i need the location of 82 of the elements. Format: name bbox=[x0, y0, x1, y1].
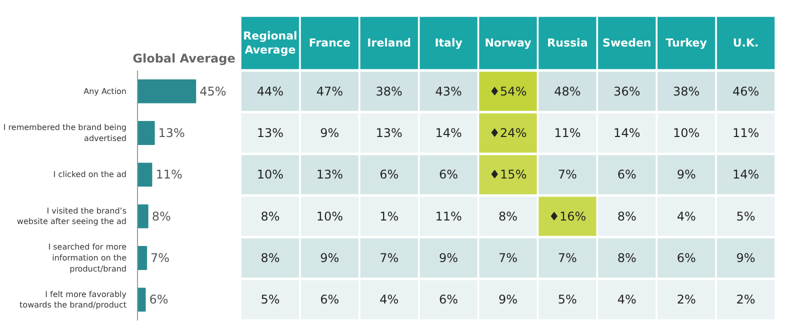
data-label: 48% bbox=[554, 84, 581, 98]
data-label: 4% bbox=[380, 292, 399, 307]
data-label: 8% bbox=[152, 209, 171, 224]
data-label: 1% bbox=[380, 209, 399, 224]
data-label: 7% bbox=[558, 168, 577, 182]
y-tick-label: I remembered the brand being advertised bbox=[3, 123, 127, 143]
data-label: 7% bbox=[380, 251, 399, 265]
x-tick-label: Regional Average bbox=[243, 29, 298, 57]
data-label: 47% bbox=[316, 84, 344, 98]
x-tick-label: Italy bbox=[434, 36, 462, 50]
data-label: 10% bbox=[672, 126, 700, 140]
data-label: 45% bbox=[200, 84, 226, 98]
data-label: 38% bbox=[376, 84, 402, 98]
data-label: 6% bbox=[439, 168, 458, 182]
data-label: 11% bbox=[554, 126, 581, 140]
data-label: 43% bbox=[435, 84, 462, 98]
data-label: 9% bbox=[736, 251, 756, 265]
data-label: 8% bbox=[260, 209, 280, 224]
data-label: 4% bbox=[676, 209, 696, 224]
data-label: 7% bbox=[150, 251, 170, 265]
data-label: 8% bbox=[260, 251, 280, 265]
data-label: 10% bbox=[256, 168, 284, 182]
data-label: 8% bbox=[617, 209, 636, 224]
data-label: 4% bbox=[617, 292, 636, 307]
data-label: 7% bbox=[498, 251, 518, 265]
x-tick-label: Norway bbox=[484, 36, 532, 50]
x-tick-label: France bbox=[308, 36, 350, 50]
x-tick-label: Russia bbox=[547, 36, 588, 50]
data-label: ♦16% bbox=[548, 209, 586, 224]
data-label: 14% bbox=[732, 168, 760, 182]
data-label: 5% bbox=[260, 292, 280, 307]
x-tick-label: Sweden bbox=[602, 36, 652, 50]
data-label: 5% bbox=[736, 209, 756, 224]
chart-title: Global Average bbox=[132, 52, 236, 66]
bar bbox=[138, 121, 155, 145]
data-label: 14% bbox=[435, 126, 462, 140]
y-tick-label: I felt more favorably towards the brand/product bbox=[20, 290, 127, 310]
data-label: 14% bbox=[614, 126, 640, 140]
data-label: 2% bbox=[676, 292, 696, 307]
data-label: 10% bbox=[316, 209, 344, 224]
data-label: 13% bbox=[376, 126, 402, 140]
data-label: 11% bbox=[732, 126, 760, 140]
y-tick-label: I clicked on the ad bbox=[53, 170, 127, 180]
data-label: ♦54% bbox=[489, 84, 527, 98]
data-label: 9% bbox=[439, 251, 458, 265]
data-label: 46% bbox=[732, 84, 760, 98]
data-label: 6% bbox=[149, 292, 168, 307]
bar bbox=[138, 162, 152, 187]
data-label: 13% bbox=[256, 126, 284, 140]
data-label: 9% bbox=[320, 126, 340, 140]
data-label: 6% bbox=[320, 292, 340, 307]
data-label: 6% bbox=[676, 251, 696, 265]
data-label: 6% bbox=[380, 168, 399, 182]
data-label: 9% bbox=[676, 168, 696, 182]
data-label: 6% bbox=[439, 292, 458, 307]
data-label: 13% bbox=[158, 126, 185, 140]
x-tick-label: Turkey bbox=[666, 36, 707, 50]
data-label: 13% bbox=[316, 168, 344, 182]
data-label: 9% bbox=[320, 251, 340, 265]
data-label: 8% bbox=[617, 251, 636, 265]
data-label: 9% bbox=[498, 292, 518, 307]
data-label: ♦15% bbox=[489, 168, 527, 182]
data-label: 11% bbox=[156, 168, 182, 182]
data-label: 36% bbox=[614, 84, 640, 98]
x-tick-label: U.K. bbox=[732, 36, 759, 50]
bar bbox=[138, 204, 148, 228]
bar bbox=[138, 246, 148, 270]
bar bbox=[138, 79, 196, 104]
y-tick-label: Any Action bbox=[84, 86, 126, 96]
data-label: 2% bbox=[736, 292, 756, 307]
y-tick-label: I searched for more information on the product/brand bbox=[48, 242, 127, 274]
x-tick-label: Ireland bbox=[367, 36, 412, 50]
data-label: 6% bbox=[617, 168, 636, 182]
data-label: ♦24% bbox=[489, 126, 527, 140]
data-label: 5% bbox=[558, 292, 577, 307]
bar bbox=[138, 288, 146, 312]
data-label: 38% bbox=[672, 84, 700, 98]
data-label: 8% bbox=[498, 209, 518, 224]
data-label: 44% bbox=[256, 84, 284, 98]
data-label: 11% bbox=[435, 209, 462, 224]
data-label: 7% bbox=[558, 251, 577, 265]
y-tick-label: I visited the brand’s website after seeing the ad bbox=[16, 206, 127, 226]
